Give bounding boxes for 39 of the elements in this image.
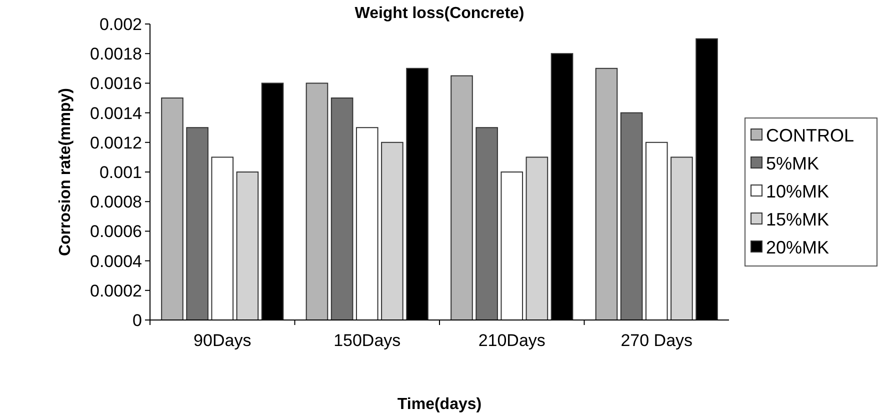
y-tick-label: 0.0004: [90, 252, 142, 271]
legend-label: CONTROL: [766, 125, 854, 146]
x-tick-label: 150Days: [334, 331, 401, 350]
bar: [161, 98, 184, 320]
y-tick-label: 0.001: [99, 162, 142, 182]
y-tick-label: 0.0012: [90, 133, 142, 152]
legend-label: 15%MK: [766, 209, 830, 230]
bar: [670, 156, 693, 320]
bar: [526, 156, 548, 320]
y-tick-label: 0.0016: [90, 74, 142, 94]
legend-label: 10%MK: [766, 181, 830, 202]
bar: [236, 172, 259, 320]
legend-label: 5%MK: [766, 153, 820, 174]
y-tick-label: 0.0014: [90, 104, 142, 123]
bar: [381, 142, 404, 320]
y-tick-label: 0.002: [99, 14, 142, 34]
bar: [500, 172, 524, 320]
legend-label: 20%MK: [766, 237, 830, 258]
bar: [306, 82, 328, 320]
bar: [330, 98, 354, 320]
y-tick-label: 0.0018: [90, 44, 142, 64]
chart-title: Weight loss(Concrete): [354, 5, 524, 22]
y-tick-label: 0.0002: [90, 281, 142, 300]
bar: [186, 127, 208, 320]
x-tick-label: 90Days: [194, 331, 252, 350]
x-axis-title: Time(days): [397, 396, 482, 413]
bar: [356, 127, 378, 320]
y-tick-label: 0.0006: [90, 222, 142, 242]
x-tick-label: 210Days: [478, 331, 546, 350]
bar: [476, 127, 498, 320]
y-axis-title: Corrosion rate(mmpy): [57, 88, 74, 256]
bar: [595, 68, 618, 320]
bar: [645, 142, 668, 320]
bar: [450, 75, 473, 320]
bar: [620, 112, 643, 320]
y-tick-label: 0.0008: [90, 192, 142, 212]
y-tick-label: 0: [132, 310, 142, 330]
x-tick-label: 270 Days: [620, 331, 693, 350]
bar: [211, 156, 234, 320]
